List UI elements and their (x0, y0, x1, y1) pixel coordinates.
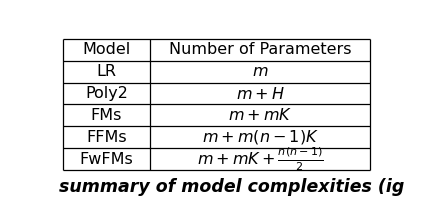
Text: Poly2: Poly2 (85, 86, 128, 101)
Text: $m + H$: $m + H$ (235, 86, 284, 101)
Text: summary of model complexities (ig: summary of model complexities (ig (59, 178, 405, 196)
Text: $m$: $m$ (252, 64, 268, 79)
Text: Model: Model (82, 42, 130, 57)
Text: Number of Parameters: Number of Parameters (169, 42, 352, 57)
Text: LR: LR (96, 64, 116, 79)
Text: FFMs: FFMs (86, 130, 127, 145)
Text: $m + mK$: $m + mK$ (228, 108, 292, 123)
Text: $m + mK + \frac{n(n-1)}{2}$: $m + mK + \frac{n(n-1)}{2}$ (197, 145, 323, 173)
Text: FMs: FMs (91, 108, 122, 123)
Text: FwFMs: FwFMs (79, 152, 133, 167)
Text: $m + m(n-1)K$: $m + m(n-1)K$ (202, 128, 319, 146)
